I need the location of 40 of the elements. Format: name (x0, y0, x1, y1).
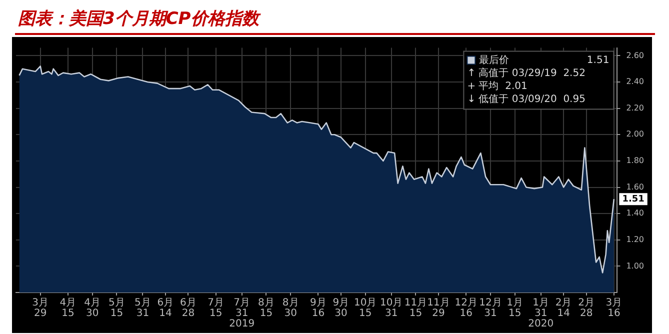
x-tick-label: 9月30 (332, 297, 350, 319)
annotation: + 平均 2.01 (467, 80, 528, 92)
y-tick-label: 1.80 (626, 156, 644, 166)
x-tick-label: 10月15 (354, 297, 377, 319)
x-tick-label: 11月29 (427, 297, 450, 319)
legend-label: 最后价 (479, 54, 510, 66)
y-tick-label: 1.60 (626, 182, 644, 192)
chart-title: 图表：美国3个月期CP价格指数 (18, 8, 259, 30)
x-tick-label: 8月15 (258, 297, 274, 319)
x-tick-label: 5月15 (108, 297, 125, 319)
x-tick-label: 3月29 (32, 297, 49, 319)
x-tick-label: 6月28 (180, 297, 196, 319)
y-tick-label: 1.20 (626, 234, 644, 244)
x-tick-label: 5月31 (134, 297, 151, 319)
text: 1.51 (586, 54, 610, 66)
annotation: 1.51 (622, 194, 644, 204)
x-tick-label: 4月15 (60, 297, 76, 319)
x-tick-label: 9月16 (310, 297, 326, 319)
x-tick-label: 12月31 (479, 297, 502, 319)
x-tick-label: 1月15 (506, 297, 524, 319)
y-tick-label: 2.00 (626, 130, 644, 139)
y-tick-label: 2.60 (626, 50, 644, 60)
x-tick-label: 12月16 (454, 297, 478, 319)
x-tick-label: 7月15 (208, 297, 224, 319)
y-tick-label: 1.00 (626, 261, 644, 270)
x-tick-label: 10月31 (380, 297, 403, 319)
x-tick-label: 2月14 (555, 297, 572, 319)
y-tick-label: 2.40 (626, 77, 644, 86)
x-tick-label: 1月31 2020 (528, 297, 554, 330)
x-tick-label: 11月15 (404, 297, 428, 319)
x-tick-label: 4月30 (84, 297, 101, 319)
x-tick-label: 3月16 (606, 297, 622, 319)
x-tick-label: 6月14 (157, 297, 174, 319)
x-tick-label: 2月28 (578, 297, 595, 319)
annotation: ↓ 低值于 03/09/20 0.95 (467, 94, 586, 105)
y-tick-label: 1.40 (626, 208, 644, 218)
y-tick-label: 2.20 (626, 103, 644, 112)
annotation: ↑ 高值于 03/29/19 2.52 (467, 66, 586, 79)
x-tick-label: 7月31 2019 (229, 297, 255, 330)
x-tick-label: 8月30 (282, 297, 299, 319)
